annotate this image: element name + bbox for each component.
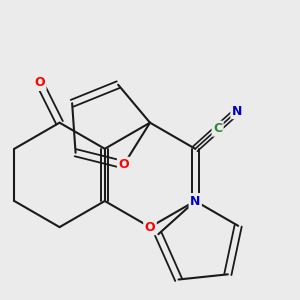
Text: N: N: [190, 194, 200, 208]
Text: O: O: [145, 220, 155, 234]
Text: O: O: [34, 76, 45, 89]
Text: O: O: [118, 158, 129, 171]
Text: C: C: [213, 122, 222, 135]
Text: N: N: [232, 105, 242, 118]
